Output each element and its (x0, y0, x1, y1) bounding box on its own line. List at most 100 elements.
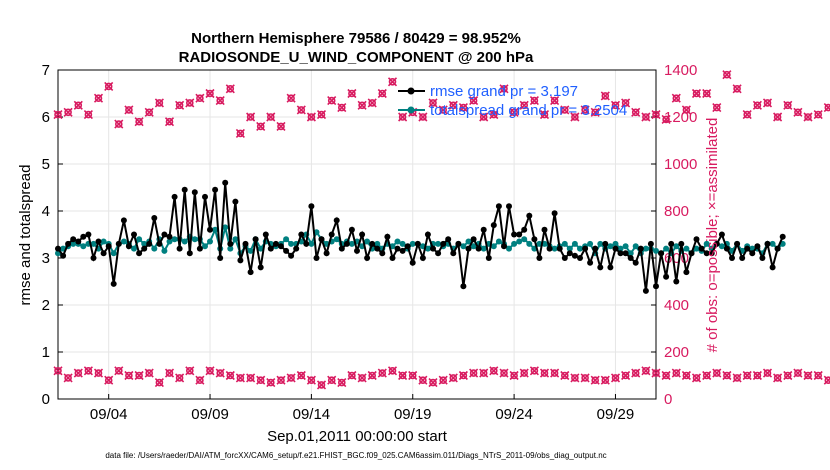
totalspread-point (663, 245, 670, 252)
rmse-point (440, 240, 447, 247)
obs-assimilated-point (560, 370, 570, 381)
obs-assimilated-point (164, 368, 175, 378)
x-tick-label: 09/24 (495, 406, 533, 423)
totalspread-point (232, 236, 239, 243)
obs-assimilated-point (550, 368, 560, 378)
rmse-point (536, 255, 543, 261)
legend-rmse-label: rmse grand pr = 3.197 (430, 83, 578, 100)
rmse-point (364, 255, 371, 261)
obs-assimilated-point (590, 375, 600, 385)
obs-assimilated-point (448, 373, 458, 383)
rmse-point (592, 245, 599, 252)
rmse-point (171, 193, 178, 200)
obs-assimilated-point (762, 368, 773, 378)
rmse-point (293, 245, 300, 252)
rmse-point (647, 240, 654, 247)
obs-assimilated-point (752, 370, 762, 381)
rmse-point (561, 255, 568, 261)
rmse-point (176, 245, 183, 252)
obs-assimilated-point (134, 370, 144, 381)
obs-assimilated-point (489, 366, 499, 376)
legend-rmse-marker (407, 87, 415, 95)
rmse-point (506, 203, 512, 210)
obs-assimilated-point (276, 375, 286, 385)
obs-possible-point (691, 88, 702, 99)
rmse-point (196, 245, 203, 252)
obs-possible-point (154, 98, 164, 108)
y-right-tick-label: 1400 (664, 62, 697, 79)
rmse-point (110, 280, 117, 287)
rmse-point (70, 236, 77, 243)
rmse-point (632, 259, 639, 266)
obs-assimilated-point (215, 368, 225, 378)
rmse-point (693, 236, 700, 243)
y-right-tick-label: 1000 (664, 156, 697, 173)
obs-possible-point (600, 91, 610, 101)
rmse-point (501, 243, 507, 250)
y-axis-right-label: # of obs: o=possible; ×=assimilated (704, 118, 721, 353)
totalspread-point (465, 238, 472, 245)
plot-frame (57, 69, 657, 400)
totalspread-point (622, 243, 629, 250)
rmse-point (399, 247, 406, 254)
totalspread-point (212, 226, 219, 233)
obs-assimilated-point (316, 380, 327, 390)
obs-assimilated-point (509, 370, 519, 381)
obs-assimilated-point (732, 373, 742, 383)
totalspread-point (222, 224, 229, 231)
rmse-point (262, 231, 269, 238)
obs-possible-point (175, 100, 185, 110)
obs-possible-point (124, 105, 134, 115)
obs-possible-point (104, 81, 114, 91)
rmse-point (718, 231, 725, 238)
rmse-point (723, 245, 730, 252)
totalspread-point (435, 240, 442, 247)
rmse-point (531, 236, 538, 243)
obs-assimilated-point (469, 368, 479, 378)
totalspread-point (612, 240, 619, 247)
obs-possible-point (702, 88, 712, 99)
obs-possible-point (235, 128, 245, 138)
obs-possible-point (722, 70, 732, 80)
totalspread-point (374, 240, 381, 247)
rmse-point (207, 226, 213, 233)
rmse-point (374, 245, 381, 252)
obs-possible-point (773, 112, 783, 122)
rmse-point (774, 245, 781, 252)
rmse-point (359, 231, 366, 238)
totalspread-point (642, 245, 649, 252)
rmse-point (202, 193, 208, 200)
totalspread-point (526, 240, 533, 247)
obs-assimilated-point (458, 370, 468, 381)
rmse-point (404, 243, 411, 250)
footnote: data file: /Users/raeder/DAI/ATM_forcXX/… (105, 451, 606, 460)
obs-assimilated-point (702, 370, 712, 381)
rmse-point (683, 269, 690, 276)
totalspread-point (769, 240, 776, 247)
obs-assimilated-point (347, 370, 357, 381)
rmse-point (151, 215, 158, 221)
x-tick-label: 09/19 (394, 406, 432, 423)
totalspread-point (364, 238, 371, 245)
totalspread-point (288, 240, 295, 247)
rmse-point (237, 257, 244, 264)
totalspread-point (703, 240, 710, 247)
rmse-point (698, 245, 705, 252)
rmse-point (602, 240, 609, 247)
rmse-point (582, 245, 589, 252)
obs-assimilated-point (408, 370, 418, 381)
series-obs-assimilated (53, 366, 830, 390)
rmse-point (511, 231, 518, 238)
obs-assimilated-point (235, 373, 245, 383)
obs-assimilated-point (600, 375, 610, 385)
obs-assimilated-point (641, 366, 651, 376)
rmse-point (435, 250, 442, 257)
obs-possible-point (783, 100, 793, 110)
obs-possible-point (742, 110, 752, 120)
y-right-tick-label: 0 (664, 391, 672, 408)
rmse-point (80, 233, 87, 240)
obs-possible-point (144, 107, 154, 117)
obs-assimilated-point (377, 368, 387, 378)
rmse-point (369, 240, 376, 247)
